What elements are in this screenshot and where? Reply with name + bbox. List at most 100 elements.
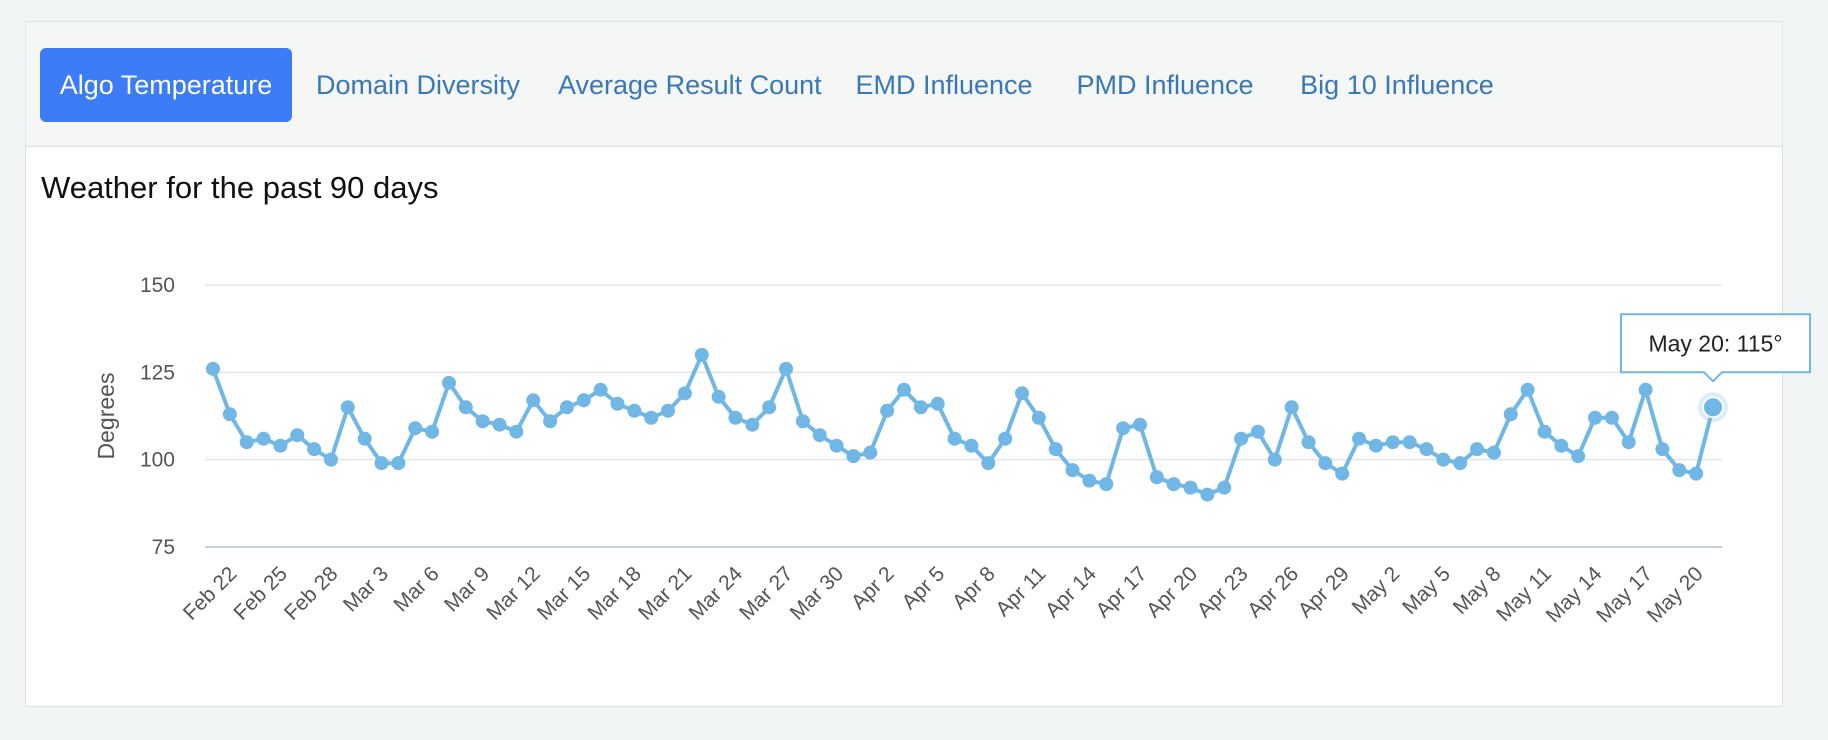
- data-point[interactable]: [1689, 466, 1704, 481]
- x-tick-label: May 20: [1643, 562, 1708, 627]
- data-point[interactable]: [1132, 417, 1147, 432]
- data-point[interactable]: [340, 400, 355, 415]
- data-point[interactable]: [1234, 431, 1249, 446]
- data-point[interactable]: [1200, 487, 1215, 502]
- data-point[interactable]: [323, 452, 338, 467]
- data-point[interactable]: [273, 438, 288, 453]
- tab-algo-temperature[interactable]: Algo Temperature: [40, 48, 292, 122]
- data-point[interactable]: [357, 431, 372, 446]
- data-point[interactable]: [1588, 410, 1603, 425]
- data-point[interactable]: [964, 438, 979, 453]
- data-point[interactable]: [1166, 477, 1181, 492]
- data-point[interactable]: [206, 361, 220, 376]
- data-point[interactable]: [408, 421, 423, 436]
- data-point[interactable]: [1453, 456, 1468, 471]
- data-point[interactable]: [1284, 400, 1299, 415]
- data-point[interactable]: [1217, 480, 1232, 495]
- data-point[interactable]: [1031, 410, 1046, 425]
- data-point[interactable]: [930, 396, 945, 411]
- data-point[interactable]: [1368, 438, 1383, 453]
- data-point[interactable]: [711, 389, 726, 404]
- data-point[interactable]: [593, 382, 608, 397]
- data-point[interactable]: [913, 400, 928, 415]
- data-point[interactable]: [1436, 452, 1451, 467]
- data-point[interactable]: [1065, 463, 1080, 478]
- x-tick-label: Apr 17: [1091, 562, 1151, 622]
- tab-big-10-influence[interactable]: Big 10 Influence: [1300, 70, 1494, 100]
- data-point[interactable]: [880, 403, 895, 418]
- data-point[interactable]: [1503, 407, 1518, 422]
- data-point[interactable]: [1571, 449, 1586, 464]
- data-point[interactable]: [981, 456, 996, 471]
- data-point[interactable]: [1520, 382, 1535, 397]
- data-point[interactable]: [1183, 480, 1198, 495]
- data-point[interactable]: [1318, 456, 1333, 471]
- data-point[interactable]: [222, 407, 237, 422]
- data-point[interactable]: [1250, 424, 1265, 439]
- data-point[interactable]: [644, 410, 659, 425]
- data-point[interactable]: [1267, 452, 1282, 467]
- data-point[interactable]: [559, 400, 574, 415]
- tab-pmd-influence[interactable]: PMD Influence: [1076, 70, 1254, 100]
- data-point[interactable]: [1402, 435, 1417, 450]
- data-point[interactable]: [1116, 421, 1131, 436]
- data-point[interactable]: [1014, 386, 1029, 401]
- data-point[interactable]: [812, 428, 827, 443]
- data-point[interactable]: [1149, 470, 1164, 485]
- data-point[interactable]: [492, 417, 507, 432]
- tab-domain-diversity[interactable]: Domain Diversity: [315, 70, 521, 100]
- data-point[interactable]: [661, 403, 676, 418]
- data-point[interactable]: [1537, 424, 1552, 439]
- data-point[interactable]: [846, 449, 861, 464]
- data-point-highlighted[interactable]: [1702, 396, 1724, 419]
- data-point[interactable]: [1082, 473, 1097, 488]
- data-point[interactable]: [779, 361, 794, 376]
- data-point[interactable]: [1672, 463, 1687, 478]
- data-point[interactable]: [1638, 382, 1653, 397]
- data-point[interactable]: [526, 393, 541, 408]
- data-point[interactable]: [1385, 435, 1400, 450]
- data-point[interactable]: [745, 417, 760, 432]
- data-point[interactable]: [475, 414, 490, 429]
- tab-emd-influence[interactable]: EMD Influence: [855, 70, 1033, 100]
- data-point[interactable]: [694, 347, 709, 362]
- data-point[interactable]: [458, 400, 473, 415]
- data-point[interactable]: [1352, 431, 1367, 446]
- data-point[interactable]: [256, 431, 271, 446]
- data-point[interactable]: [239, 435, 254, 450]
- data-point[interactable]: [1655, 442, 1670, 457]
- data-point[interactable]: [425, 424, 440, 439]
- data-point[interactable]: [728, 410, 743, 425]
- data-point[interactable]: [1554, 438, 1569, 453]
- data-point[interactable]: [762, 400, 777, 415]
- data-point[interactable]: [795, 414, 810, 429]
- data-point[interactable]: [1621, 435, 1636, 450]
- data-point[interactable]: [1048, 442, 1063, 457]
- data-point[interactable]: [998, 431, 1013, 446]
- data-point[interactable]: [627, 403, 642, 418]
- data-point[interactable]: [1301, 435, 1316, 450]
- data-point[interactable]: [307, 442, 322, 457]
- data-point[interactable]: [391, 456, 406, 471]
- data-point[interactable]: [1335, 466, 1350, 481]
- data-point[interactable]: [1419, 442, 1434, 457]
- x-tick-label: Apr 29: [1294, 562, 1354, 622]
- data-point[interactable]: [290, 428, 305, 443]
- data-point[interactable]: [829, 438, 844, 453]
- data-point[interactable]: [543, 414, 558, 429]
- data-point[interactable]: [509, 424, 524, 439]
- data-point[interactable]: [576, 393, 591, 408]
- data-point[interactable]: [947, 431, 962, 446]
- data-point[interactable]: [610, 396, 625, 411]
- data-point[interactable]: [1099, 477, 1114, 492]
- data-point[interactable]: [1604, 410, 1619, 425]
- data-point[interactable]: [374, 456, 389, 471]
- tooltip: May 20: 115°: [1620, 313, 1811, 383]
- data-point[interactable]: [1486, 445, 1501, 460]
- data-point[interactable]: [1470, 442, 1485, 457]
- tab-average-result-count[interactable]: Average Result Count: [558, 70, 822, 100]
- data-point[interactable]: [677, 386, 692, 401]
- data-point[interactable]: [441, 375, 456, 390]
- data-point[interactable]: [897, 382, 912, 397]
- data-point[interactable]: [863, 445, 878, 460]
